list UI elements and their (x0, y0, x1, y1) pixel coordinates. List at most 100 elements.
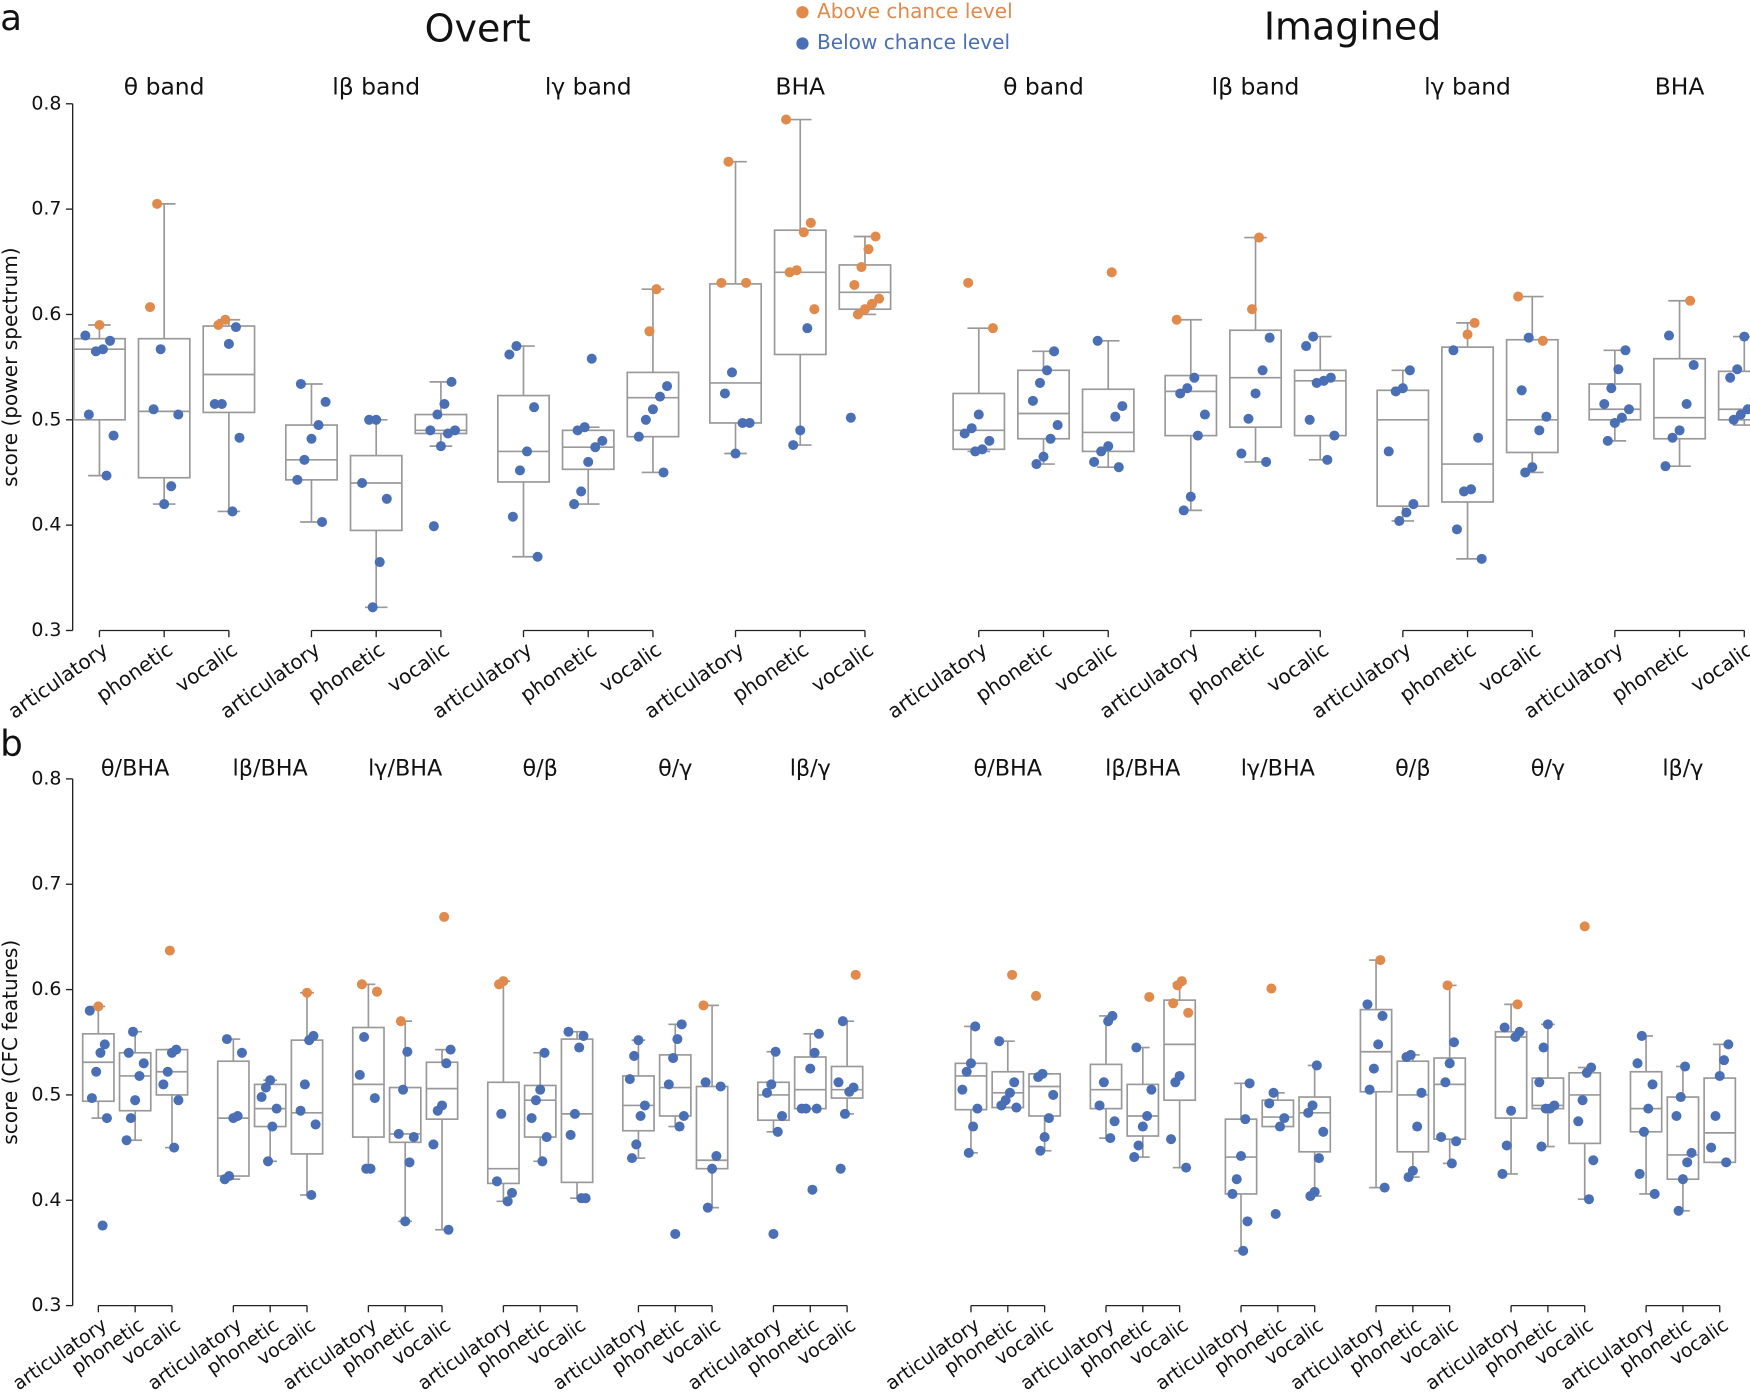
data-point (1682, 1157, 1693, 1168)
data-point (1647, 1079, 1658, 1090)
box (773, 229, 827, 356)
data-point (230, 322, 241, 333)
data-point (654, 391, 666, 402)
box (81, 1032, 115, 1103)
data-point (306, 1189, 317, 1201)
data-point (155, 344, 166, 355)
data-point (1266, 983, 1277, 994)
data-point (1451, 524, 1462, 535)
data-point (1117, 401, 1128, 412)
data-point (1279, 1113, 1290, 1124)
data-point (166, 481, 177, 492)
x-tick-label: vocalic (595, 637, 666, 697)
data-point (428, 521, 439, 532)
data-point (966, 423, 977, 434)
box (1494, 1030, 1528, 1119)
group-title: lβ/BHA (1105, 755, 1181, 781)
data-point (236, 1047, 247, 1058)
data-point (1031, 459, 1042, 470)
data-point (1242, 1216, 1253, 1227)
group-title: θ/γ (658, 755, 692, 781)
data-point (970, 446, 981, 457)
data-point (994, 1036, 1005, 1047)
data-point (633, 431, 644, 442)
group-title: θ band (124, 73, 205, 101)
data-point (1725, 372, 1736, 383)
data-point (1303, 1107, 1314, 1118)
data-point (125, 1113, 136, 1124)
group-title: θ/BHA (101, 755, 170, 781)
data-point (744, 417, 755, 428)
data-point (1113, 462, 1124, 473)
data-point (1436, 1132, 1447, 1143)
data-point (1322, 454, 1333, 465)
box (284, 424, 338, 481)
data-point (1710, 1110, 1721, 1122)
y-tick-label: 0.5 (31, 1083, 61, 1105)
data-point (674, 1121, 685, 1132)
data-point (1458, 486, 1470, 497)
data-point (491, 1176, 502, 1187)
data-point (1144, 991, 1155, 1002)
data-point (578, 1030, 589, 1041)
data-point (635, 1110, 646, 1122)
data-point (1599, 398, 1610, 410)
data-point (1606, 383, 1617, 394)
legend-label: Above chance level (817, 0, 1013, 23)
box (486, 1081, 520, 1185)
data-point (1673, 1205, 1684, 1216)
data-point (1110, 411, 1121, 422)
data-point (1403, 1172, 1414, 1183)
data-point (130, 1095, 141, 1106)
data-point (439, 911, 450, 922)
data-point (1103, 1016, 1114, 1027)
box (349, 454, 403, 532)
data-point (1106, 267, 1117, 278)
data-point (1178, 505, 1189, 516)
data-point (761, 1087, 773, 1098)
data-point (662, 381, 673, 392)
data-point (1469, 317, 1480, 328)
group-title: θ/β (1395, 755, 1430, 781)
data-point (959, 428, 970, 439)
data-point (996, 1100, 1007, 1111)
data-point (647, 404, 658, 415)
data-point (173, 409, 184, 420)
data-point (1089, 456, 1100, 467)
data-point (1131, 1042, 1142, 1053)
x-tick-label: vocalic (171, 637, 242, 697)
data-point (1109, 1116, 1120, 1127)
panel-label: a (0, 0, 22, 39)
y-tick-label: 0.3 (31, 619, 61, 641)
data-point (1579, 921, 1590, 932)
data-point (97, 1220, 108, 1231)
y-axis-label: score (power spectrum) (0, 247, 22, 486)
data-point (813, 1028, 824, 1039)
data-point (1401, 1051, 1412, 1063)
data-point (1171, 314, 1182, 325)
data-point (402, 1046, 413, 1057)
x-tick-label: articulatory (883, 637, 992, 723)
data-point (963, 277, 974, 288)
data-point (1577, 1095, 1588, 1106)
data-point (633, 1035, 644, 1046)
data-point (1634, 1168, 1645, 1179)
data-point (805, 1063, 816, 1074)
data-point (1677, 1174, 1688, 1185)
data-point (1442, 980, 1453, 991)
data-point (809, 304, 820, 315)
box (290, 1039, 324, 1155)
data-point (1501, 1140, 1512, 1151)
data-point (1513, 291, 1524, 302)
data-point (299, 454, 310, 465)
box (1568, 1071, 1602, 1145)
data-point (1408, 499, 1419, 510)
data-point (788, 440, 799, 451)
data-point (730, 448, 741, 459)
data-point (1329, 430, 1340, 441)
data-point (597, 435, 608, 446)
data-point (1166, 1134, 1177, 1145)
y-tick-label: 0.7 (31, 873, 61, 895)
data-point (1092, 335, 1103, 346)
data-point (292, 474, 303, 485)
